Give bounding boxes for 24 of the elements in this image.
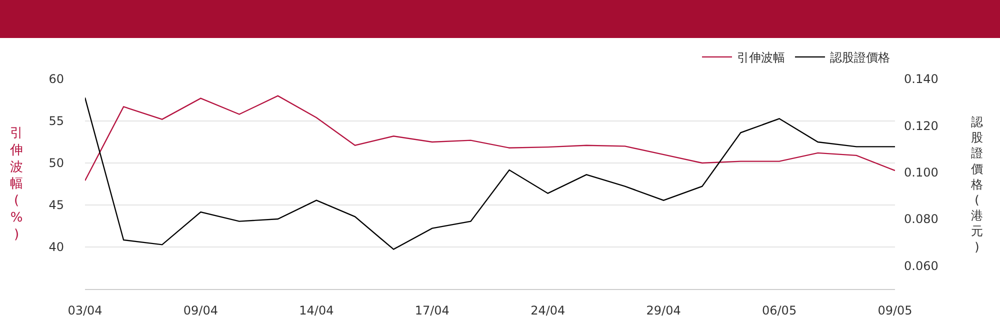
text: 認股證價格(港元) — [971, 115, 983, 254]
legend-label: 引伸波幅 — [737, 50, 785, 65]
legend-label: 認股證價格 — [830, 50, 890, 65]
y-axis-title: 引伸波幅(%) — [9, 126, 23, 242]
x-tick-label: 06/05 — [762, 303, 797, 318]
x-tick-label: 09/04 — [183, 303, 218, 318]
y2-tick-label: 0.060 — [904, 258, 938, 273]
x-tick-label: 29/04 — [646, 303, 681, 318]
y2-tick-label: 0.080 — [904, 212, 938, 226]
line-series — [85, 97, 895, 250]
y-tick-label: 55 — [48, 114, 64, 128]
x-tick-label: 09/05 — [878, 303, 912, 318]
y-tick-label: 40 — [48, 240, 64, 254]
x-tick-label: 14/04 — [299, 303, 334, 318]
x-tick-label: 03/04 — [68, 303, 102, 318]
x-tick-label: 24/04 — [530, 303, 566, 318]
line-series — [85, 95, 895, 182]
y2-tick-label: 0.100 — [904, 166, 938, 180]
y-tick-label: 45 — [48, 198, 64, 212]
y2-tick-label: 0.140 — [904, 72, 938, 86]
y2-tick-label: 0.120 — [904, 118, 938, 133]
y-tick-label: 60 — [48, 72, 64, 86]
y-tick-label: 50 — [48, 156, 64, 170]
x-tick-label: 17/04 — [414, 303, 450, 318]
